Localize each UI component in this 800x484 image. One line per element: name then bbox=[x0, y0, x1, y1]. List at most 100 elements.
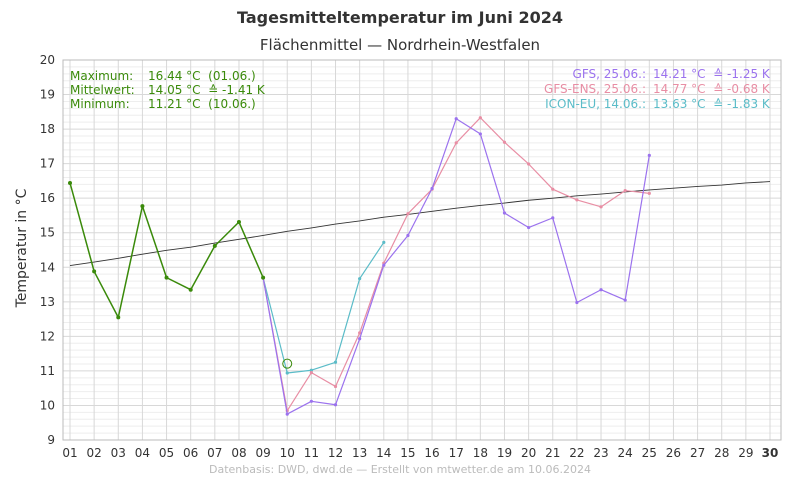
x-tick-label: 26 bbox=[666, 446, 681, 460]
y-tick-label: 11 bbox=[40, 364, 55, 378]
legend-gfs-ens-label: GFS-ENS, 25.06.: bbox=[544, 82, 646, 96]
y-tick-label: 19 bbox=[40, 88, 55, 102]
x-tick-label: 04 bbox=[135, 446, 150, 460]
y-tick-label: 13 bbox=[40, 295, 55, 309]
point-icon-eu bbox=[285, 371, 289, 375]
x-tick-label: 03 bbox=[111, 446, 126, 460]
y-tick-label: 18 bbox=[40, 122, 55, 136]
x-tick-label: 06 bbox=[183, 446, 198, 460]
x-tick-label: 20 bbox=[521, 446, 536, 460]
point-gfs-ens bbox=[406, 212, 410, 216]
x-tick-label: 22 bbox=[569, 446, 584, 460]
y-tick-label: 10 bbox=[40, 398, 55, 412]
point-gfs bbox=[623, 298, 627, 302]
point-gfs bbox=[599, 288, 603, 292]
chart-title: Tagesmitteltemperatur im Juni 2024 bbox=[237, 8, 563, 27]
point-gfs-ens bbox=[575, 198, 579, 202]
point-gfs-ens bbox=[309, 371, 313, 375]
point-observed bbox=[188, 287, 193, 292]
footer-credit: Datenbasis: DWD, dwd.de — Erstellt von m… bbox=[209, 463, 591, 476]
point-gfs-ens bbox=[551, 187, 555, 191]
point-icon-eu bbox=[358, 277, 362, 281]
x-tick-label: 21 bbox=[545, 446, 560, 460]
point-gfs-ens bbox=[478, 116, 482, 120]
x-tick-label: 12 bbox=[328, 446, 343, 460]
point-gfs bbox=[575, 300, 579, 305]
x-tick-label: 01 bbox=[62, 446, 77, 460]
legend: GFS, 25.06.: 14.21 °C ≙ -1.25 K GFS-ENS,… bbox=[544, 67, 771, 111]
x-tick-label: 17 bbox=[449, 446, 464, 460]
y-tick-label: 12 bbox=[40, 329, 55, 343]
stat-max-value: 16.44 °C (01.06.) bbox=[148, 69, 256, 83]
x-tick-label: 29 bbox=[738, 446, 753, 460]
x-tick-label: 30 bbox=[762, 446, 779, 460]
legend-gfs-value: 14.21 °C ≙ -1.25 K bbox=[653, 67, 771, 81]
legend-gfs-label: GFS, 25.06.: bbox=[573, 67, 646, 81]
grid bbox=[62, 59, 782, 441]
x-tick-label: 08 bbox=[231, 446, 246, 460]
y-tick-label: 15 bbox=[40, 226, 55, 240]
point-icon-eu bbox=[333, 360, 338, 364]
point-gfs bbox=[309, 399, 313, 403]
x-tick-label: 05 bbox=[159, 446, 174, 460]
legend-icon-eu-value: 13.63 °C ≙ -1.83 K bbox=[653, 97, 771, 111]
minimum-marker bbox=[282, 358, 293, 369]
legend-icon-eu-label: ICON-EU, 14.06.: bbox=[545, 97, 646, 111]
point-gfs bbox=[527, 225, 531, 230]
point-gfs-ens bbox=[358, 331, 362, 335]
point-gfs-ens bbox=[333, 384, 338, 389]
x-tick-label: 14 bbox=[376, 446, 391, 460]
x-tick-label: 09 bbox=[255, 446, 270, 460]
point-gfs bbox=[454, 117, 458, 121]
y-tick-label: 17 bbox=[40, 157, 55, 171]
x-tick-label: 19 bbox=[497, 446, 512, 460]
x-tick-label: 18 bbox=[473, 446, 488, 460]
point-observed bbox=[116, 315, 121, 320]
y-tick-label: 20 bbox=[40, 53, 55, 67]
y-tick-label: 14 bbox=[40, 260, 55, 274]
point-gfs bbox=[382, 263, 386, 267]
point-gfs-ens bbox=[527, 162, 531, 166]
point-observed bbox=[164, 275, 169, 280]
stat-min-value: 11.21 °C (10.06.) bbox=[148, 97, 256, 111]
point-gfs bbox=[358, 337, 362, 341]
point-observed bbox=[212, 243, 217, 248]
x-tick-label: 16 bbox=[424, 446, 439, 460]
point-gfs-ens bbox=[647, 191, 651, 195]
stats-box: Maximum: 16.44 °C (01.06.) Mittelwert: 1… bbox=[70, 69, 266, 111]
chart-subtitle: Flächenmittel — Nordrhein-Westfalen bbox=[260, 36, 540, 54]
point-gfs bbox=[285, 412, 289, 416]
x-tick-label: 27 bbox=[690, 446, 705, 460]
point-gfs-ens bbox=[623, 188, 627, 193]
x-tick-label: 13 bbox=[352, 446, 367, 460]
point-gfs bbox=[647, 153, 651, 157]
point-gfs bbox=[551, 216, 555, 220]
plot-frame bbox=[62, 59, 782, 441]
point-gfs-ens bbox=[502, 140, 507, 144]
x-tick-label: 07 bbox=[207, 446, 222, 460]
x-tick-label: 02 bbox=[86, 446, 101, 460]
x-tick-label: 25 bbox=[642, 446, 657, 460]
point-observed bbox=[261, 275, 266, 280]
point-icon-eu bbox=[382, 240, 386, 244]
stat-mean-value: 14.05 °C ≙ -1.41 K bbox=[148, 83, 266, 97]
x-tick-label: 15 bbox=[400, 446, 415, 460]
series-layer bbox=[68, 116, 771, 416]
stat-min-label: Minimum: bbox=[70, 97, 130, 111]
stat-mean-label: Mittelwert: bbox=[70, 83, 135, 97]
point-observed bbox=[68, 180, 72, 185]
point-gfs bbox=[333, 403, 338, 407]
point-gfs bbox=[502, 211, 507, 215]
y-axis-label: Temperatur in °C bbox=[14, 188, 30, 308]
point-icon-eu bbox=[309, 368, 313, 372]
point-gfs bbox=[478, 132, 482, 136]
x-tick-label: 28 bbox=[714, 446, 729, 460]
y-tick-label: 9 bbox=[47, 433, 55, 447]
x-tick-label: 24 bbox=[618, 446, 633, 460]
point-gfs bbox=[406, 233, 410, 238]
stat-max-label: Maximum: bbox=[70, 69, 133, 83]
point-observed bbox=[140, 204, 145, 209]
legend-gfs-ens-value: 14.77 °C ≙ -0.68 K bbox=[653, 82, 771, 96]
point-observed bbox=[92, 269, 97, 274]
